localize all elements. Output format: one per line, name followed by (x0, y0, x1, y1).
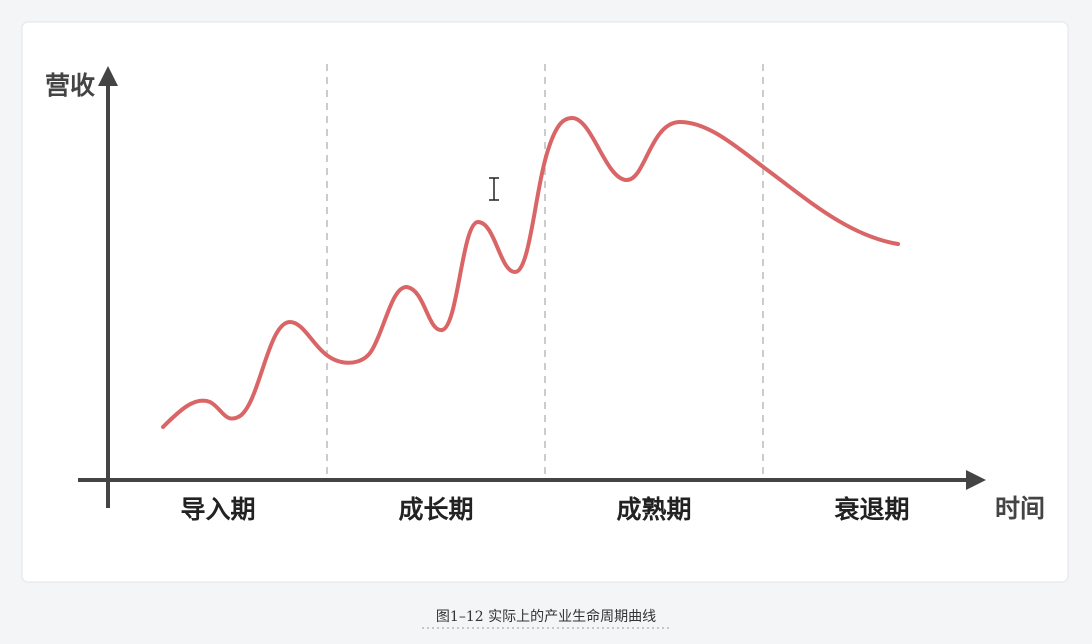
stage-label: 导入期 (180, 495, 255, 524)
stage-label: 成长期 (398, 495, 473, 524)
caption: 图1–12 实际上的产业生命周期曲线 (436, 608, 656, 625)
stage-label: 衰退期 (833, 495, 909, 524)
x-axis-label: 时间 (995, 494, 1045, 523)
stage-dividers (326, 64, 764, 478)
lifecycle-curve (161, 115, 900, 429)
y-axis-label: 营收 (45, 71, 95, 100)
stage-label: 成熟期 (616, 495, 691, 524)
text-cursor (489, 177, 499, 201)
